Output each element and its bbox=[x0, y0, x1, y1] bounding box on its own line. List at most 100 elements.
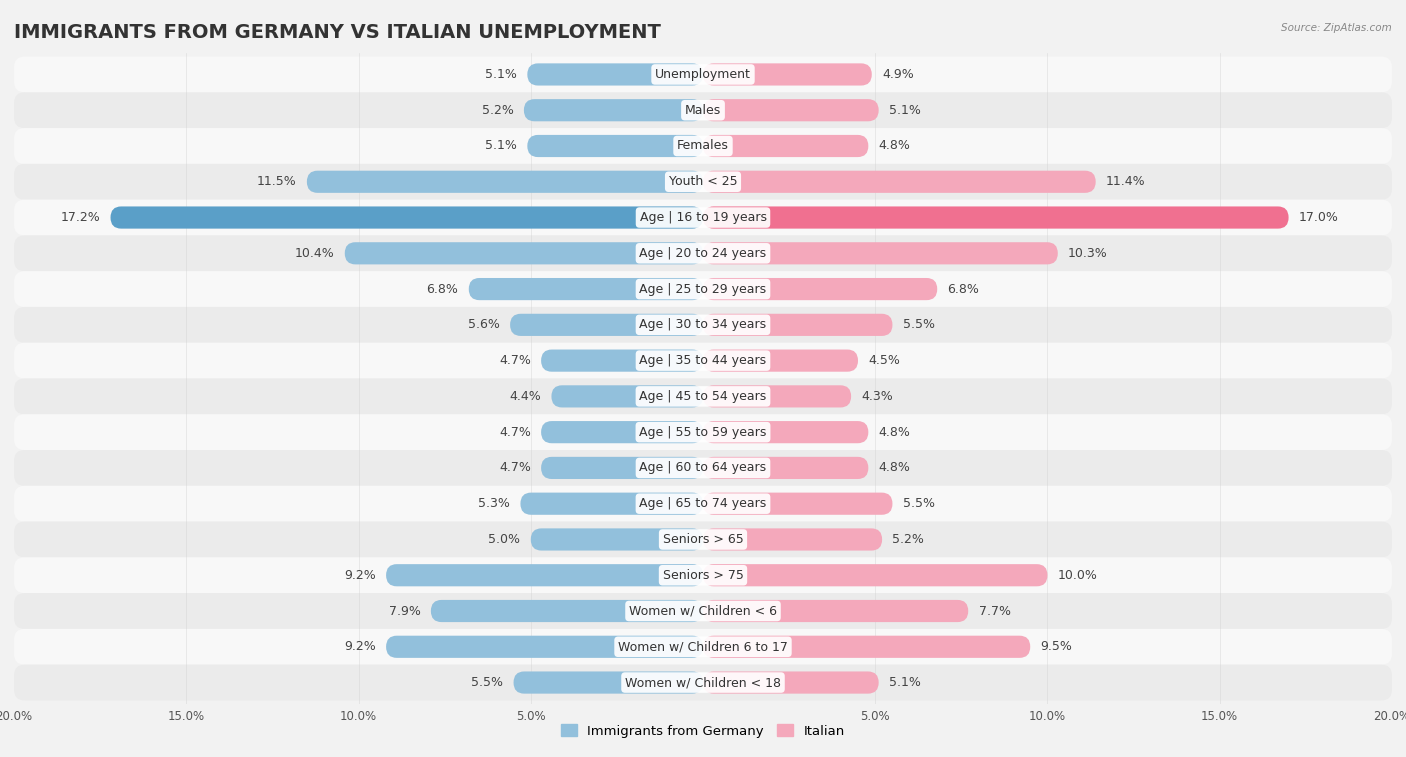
FancyBboxPatch shape bbox=[307, 170, 703, 193]
Text: 4.9%: 4.9% bbox=[882, 68, 914, 81]
FancyBboxPatch shape bbox=[703, 242, 1057, 264]
Text: 5.1%: 5.1% bbox=[485, 68, 517, 81]
Text: 5.6%: 5.6% bbox=[468, 319, 499, 332]
FancyBboxPatch shape bbox=[703, 528, 882, 550]
FancyBboxPatch shape bbox=[541, 421, 703, 444]
FancyBboxPatch shape bbox=[541, 456, 703, 479]
FancyBboxPatch shape bbox=[541, 350, 703, 372]
FancyBboxPatch shape bbox=[531, 528, 703, 550]
Text: 17.2%: 17.2% bbox=[60, 211, 100, 224]
Text: Age | 35 to 44 years: Age | 35 to 44 years bbox=[640, 354, 766, 367]
FancyBboxPatch shape bbox=[524, 99, 703, 121]
Text: Women w/ Children 6 to 17: Women w/ Children 6 to 17 bbox=[619, 640, 787, 653]
FancyBboxPatch shape bbox=[703, 385, 851, 407]
FancyBboxPatch shape bbox=[14, 271, 1392, 307]
FancyBboxPatch shape bbox=[703, 421, 869, 444]
FancyBboxPatch shape bbox=[703, 170, 1095, 193]
FancyBboxPatch shape bbox=[527, 135, 703, 157]
FancyBboxPatch shape bbox=[14, 593, 1392, 629]
FancyBboxPatch shape bbox=[551, 385, 703, 407]
Text: Source: ZipAtlas.com: Source: ZipAtlas.com bbox=[1281, 23, 1392, 33]
FancyBboxPatch shape bbox=[14, 414, 1392, 450]
Text: 4.5%: 4.5% bbox=[869, 354, 900, 367]
FancyBboxPatch shape bbox=[703, 99, 879, 121]
Text: 10.3%: 10.3% bbox=[1069, 247, 1108, 260]
FancyBboxPatch shape bbox=[14, 57, 1392, 92]
FancyBboxPatch shape bbox=[387, 636, 703, 658]
Text: Unemployment: Unemployment bbox=[655, 68, 751, 81]
Text: 4.7%: 4.7% bbox=[499, 462, 531, 475]
Text: IMMIGRANTS FROM GERMANY VS ITALIAN UNEMPLOYMENT: IMMIGRANTS FROM GERMANY VS ITALIAN UNEMP… bbox=[14, 23, 661, 42]
Text: 5.1%: 5.1% bbox=[889, 104, 921, 117]
Text: 10.0%: 10.0% bbox=[1057, 569, 1098, 581]
FancyBboxPatch shape bbox=[14, 200, 1392, 235]
FancyBboxPatch shape bbox=[430, 600, 703, 622]
Text: Age | 45 to 54 years: Age | 45 to 54 years bbox=[640, 390, 766, 403]
FancyBboxPatch shape bbox=[387, 564, 703, 587]
Text: Women w/ Children < 18: Women w/ Children < 18 bbox=[626, 676, 780, 689]
Text: 9.2%: 9.2% bbox=[344, 569, 375, 581]
Text: 4.3%: 4.3% bbox=[862, 390, 893, 403]
FancyBboxPatch shape bbox=[14, 557, 1392, 593]
FancyBboxPatch shape bbox=[14, 450, 1392, 486]
FancyBboxPatch shape bbox=[703, 671, 879, 693]
Text: 11.4%: 11.4% bbox=[1107, 176, 1146, 188]
Text: Age | 60 to 64 years: Age | 60 to 64 years bbox=[640, 462, 766, 475]
Text: 5.3%: 5.3% bbox=[478, 497, 510, 510]
Text: Age | 65 to 74 years: Age | 65 to 74 years bbox=[640, 497, 766, 510]
Text: 7.7%: 7.7% bbox=[979, 605, 1011, 618]
Text: 7.9%: 7.9% bbox=[388, 605, 420, 618]
FancyBboxPatch shape bbox=[527, 64, 703, 86]
FancyBboxPatch shape bbox=[14, 486, 1392, 522]
Text: 5.1%: 5.1% bbox=[485, 139, 517, 152]
FancyBboxPatch shape bbox=[344, 242, 703, 264]
Text: Women w/ Children < 6: Women w/ Children < 6 bbox=[628, 605, 778, 618]
Text: Age | 25 to 29 years: Age | 25 to 29 years bbox=[640, 282, 766, 295]
FancyBboxPatch shape bbox=[14, 522, 1392, 557]
Text: 9.2%: 9.2% bbox=[344, 640, 375, 653]
FancyBboxPatch shape bbox=[703, 600, 969, 622]
Text: Age | 16 to 19 years: Age | 16 to 19 years bbox=[640, 211, 766, 224]
Text: 5.5%: 5.5% bbox=[903, 319, 935, 332]
Text: 10.4%: 10.4% bbox=[295, 247, 335, 260]
Text: 4.7%: 4.7% bbox=[499, 425, 531, 438]
FancyBboxPatch shape bbox=[703, 135, 869, 157]
Text: Seniors > 75: Seniors > 75 bbox=[662, 569, 744, 581]
Text: 17.0%: 17.0% bbox=[1299, 211, 1339, 224]
Text: Age | 55 to 59 years: Age | 55 to 59 years bbox=[640, 425, 766, 438]
Text: 9.5%: 9.5% bbox=[1040, 640, 1073, 653]
FancyBboxPatch shape bbox=[510, 313, 703, 336]
Text: Males: Males bbox=[685, 104, 721, 117]
FancyBboxPatch shape bbox=[14, 235, 1392, 271]
Legend: Immigrants from Germany, Italian: Immigrants from Germany, Italian bbox=[555, 719, 851, 743]
Text: 5.0%: 5.0% bbox=[488, 533, 520, 546]
FancyBboxPatch shape bbox=[513, 671, 703, 693]
Text: 11.5%: 11.5% bbox=[257, 176, 297, 188]
FancyBboxPatch shape bbox=[14, 128, 1392, 164]
FancyBboxPatch shape bbox=[703, 456, 869, 479]
FancyBboxPatch shape bbox=[703, 493, 893, 515]
Text: 5.2%: 5.2% bbox=[893, 533, 924, 546]
Text: Females: Females bbox=[678, 139, 728, 152]
FancyBboxPatch shape bbox=[14, 307, 1392, 343]
Text: Seniors > 65: Seniors > 65 bbox=[662, 533, 744, 546]
Text: 4.7%: 4.7% bbox=[499, 354, 531, 367]
FancyBboxPatch shape bbox=[14, 92, 1392, 128]
Text: 4.4%: 4.4% bbox=[509, 390, 541, 403]
Text: 5.1%: 5.1% bbox=[889, 676, 921, 689]
FancyBboxPatch shape bbox=[14, 629, 1392, 665]
FancyBboxPatch shape bbox=[703, 636, 1031, 658]
FancyBboxPatch shape bbox=[703, 207, 1289, 229]
FancyBboxPatch shape bbox=[14, 665, 1392, 700]
Text: Youth < 25: Youth < 25 bbox=[669, 176, 737, 188]
FancyBboxPatch shape bbox=[703, 313, 893, 336]
Text: 4.8%: 4.8% bbox=[879, 462, 911, 475]
FancyBboxPatch shape bbox=[703, 350, 858, 372]
FancyBboxPatch shape bbox=[468, 278, 703, 301]
Text: 5.5%: 5.5% bbox=[903, 497, 935, 510]
Text: 5.2%: 5.2% bbox=[482, 104, 513, 117]
Text: 4.8%: 4.8% bbox=[879, 139, 911, 152]
FancyBboxPatch shape bbox=[111, 207, 703, 229]
FancyBboxPatch shape bbox=[520, 493, 703, 515]
Text: Age | 20 to 24 years: Age | 20 to 24 years bbox=[640, 247, 766, 260]
